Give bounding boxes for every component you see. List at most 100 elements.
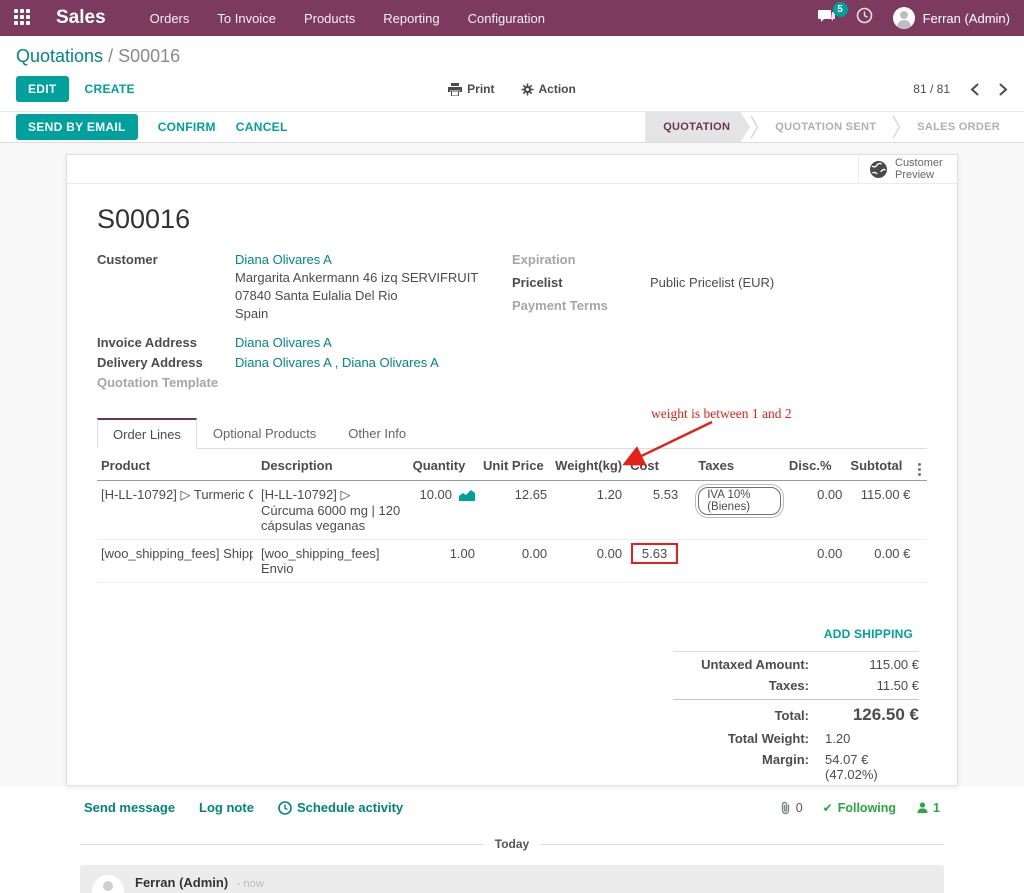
cell-weight: 0.00 [596,546,623,561]
menu-orders[interactable]: Orders [149,10,190,26]
send-message-button[interactable]: Send message [84,800,176,815]
breadcrumb-quotations[interactable]: Quotations [16,46,104,66]
pager-counter: 81 / 81 [913,82,950,96]
cell-product: [H-LL-10792] ▷ Turmeric Curcu... [101,487,253,502]
chatter: Send message Log note Schedule activity … [0,786,1024,893]
gear-icon [521,83,533,95]
message-timestamp: - now [236,878,264,890]
tab-optional-products[interactable]: Optional Products [212,426,317,441]
cell-unit-price: 12.65 [514,487,548,502]
order-lines-table: Product Description Quantity Unit Price … [97,449,927,583]
print-menu[interactable]: Print [448,82,495,96]
pager-previous-icon[interactable] [970,83,979,96]
followers-button[interactable]: 1 [916,801,940,815]
payment-terms-label: Payment Terms [512,298,608,313]
form-statusbar: SEND BY EMAIL CONFIRM CANCEL QUOTATION Q… [0,111,1024,143]
totals-summary: Untaxed Amount: 115.00 € Taxes: 11.50 € … [673,651,919,785]
menu-products[interactable]: Products [303,10,356,26]
chevron-separator-icon [750,112,759,142]
attachments-button[interactable]: 0 [780,801,803,815]
menu-configuration[interactable]: Configuration [467,10,545,26]
cell-description: [H-LL-10792] ▷ Cúrcuma 6000 mg | 120 cáp… [261,487,401,533]
apps-grid-icon[interactable] [14,9,32,27]
followers-count: 1 [933,800,940,815]
menu-to-invoice[interactable]: To Invoice [217,10,276,26]
edit-button[interactable]: EDIT [16,76,69,102]
quotation-sheet: Customer Preview S00016 Customer Diana O… [66,154,958,786]
messages-icon[interactable]: 5 [817,1,848,29]
message-avatar [92,875,124,893]
pricelist-label: Pricelist [512,275,563,290]
customer-address-line: Margarita Ankermann 46 izq SERVIFRUIT [235,270,479,285]
right-field-group: Expiration Pricelist Public Pricelist (E… [512,251,927,394]
chatter-message: Ferran (Admin) - now Sales Order created [80,865,944,893]
cell-quantity: 10.00 [419,487,453,502]
state-quotation-sent[interactable]: QUOTATION SENT [775,121,877,133]
following-button[interactable]: ✔ Following [822,800,897,815]
total-weight-value: 1.20 [825,731,851,746]
log-note-button[interactable]: Log note [199,800,254,815]
check-icon: ✔ [822,800,833,815]
customer-link[interactable]: Diana Olivares A [235,252,332,267]
order-line-row[interactable]: [H-LL-10792] ▷ Turmeric Curcu... [H-LL-1… [97,481,927,540]
column-quantity: Quantity [408,449,480,481]
action-menu[interactable]: Action [521,82,576,96]
message-author[interactable]: Ferran (Admin) [135,875,229,890]
invoice-address-link[interactable]: Diana Olivares A [235,335,332,350]
state-sales-order[interactable]: SALES ORDER [917,121,1000,133]
cell-subtotal: 115.00 € [860,487,911,502]
forecast-chart-icon[interactable] [459,489,476,501]
cell-discount: 0.00 [817,546,843,561]
day-divider: Today [80,837,945,851]
clock-icon [278,800,292,815]
column-product: Product [97,449,257,481]
activities-clock-icon[interactable] [856,7,873,29]
tax-badge: IVA 10% (Bienes) [698,487,781,515]
order-line-row[interactable]: [woo_shipping_fees] Shipping [woo_shippi… [97,540,927,583]
menu-reporting[interactable]: Reporting [383,10,440,26]
breadcrumb-separator: / [103,46,119,66]
column-description: Description [257,449,409,481]
send-by-email-button[interactable]: SEND BY EMAIL [16,114,138,140]
messages-count-badge: 5 [832,1,848,17]
customer-preview-button[interactable]: Customer Preview [858,155,957,183]
add-shipping-button[interactable]: ADD SHIPPING [823,627,913,641]
invoice-address-label: Invoice Address [97,335,197,350]
quotation-template-label: Quotation Template [97,375,219,390]
tab-other-info[interactable]: Other Info [348,426,407,441]
create-button[interactable]: CREATE [84,82,135,96]
schedule-activity-button[interactable]: Schedule activity [278,800,403,815]
pager-next-icon[interactable] [999,83,1008,96]
cell-unit-price: 0.00 [521,546,548,561]
customer-field: Diana Olivares A Margarita Ankermann 46 … [235,251,478,331]
dots-vertical-icon[interactable] [918,461,922,476]
cell-quantity: 1.00 [449,546,476,561]
customer-address-line: Spain [235,306,269,321]
chevron-separator-icon [892,112,901,142]
state-quotation[interactable]: QUOTATION [645,112,750,142]
cell-cost: 5.53 [652,487,679,502]
control-panel: EDIT CREATE Print Action 81 / 81 [0,69,1024,111]
confirm-button[interactable]: CONFIRM [157,120,216,134]
cell-subtotal: 0.00 € [874,546,911,561]
annotation-arrow-icon [622,420,713,466]
column-discount: Disc.% [784,449,847,481]
cell-discount: 0.00 [817,487,843,502]
breadcrumb: Quotations / S00016 [0,36,1024,69]
untaxed-amount-label: Untaxed Amount: [701,657,809,672]
cancel-button[interactable]: CANCEL [235,120,288,134]
column-weight: Weight(kg) [551,449,627,481]
optional-columns-toggle[interactable] [914,449,927,481]
form-view-background: Customer Preview S00016 Customer Diana O… [0,143,1024,786]
delivery-address-link[interactable]: Diana Olivares A , Diana Olivares A [235,355,439,370]
column-taxes: Taxes [682,449,785,481]
weight-annotation-text: weight is between 1 and 2 [651,406,792,421]
app-title[interactable]: Sales [56,7,106,28]
order-reference-title: S00016 [97,204,191,234]
sheet-button-box: Customer Preview [67,155,957,184]
user-menu[interactable]: Ferran (Admin) [892,7,1010,29]
tab-order-lines[interactable]: Order Lines [97,418,197,449]
top-navbar: Sales Orders To Invoice Products Reporti… [0,0,1024,36]
person-icon [917,802,928,813]
order-lines-header-row: Product Description Quantity Unit Price … [97,449,927,481]
